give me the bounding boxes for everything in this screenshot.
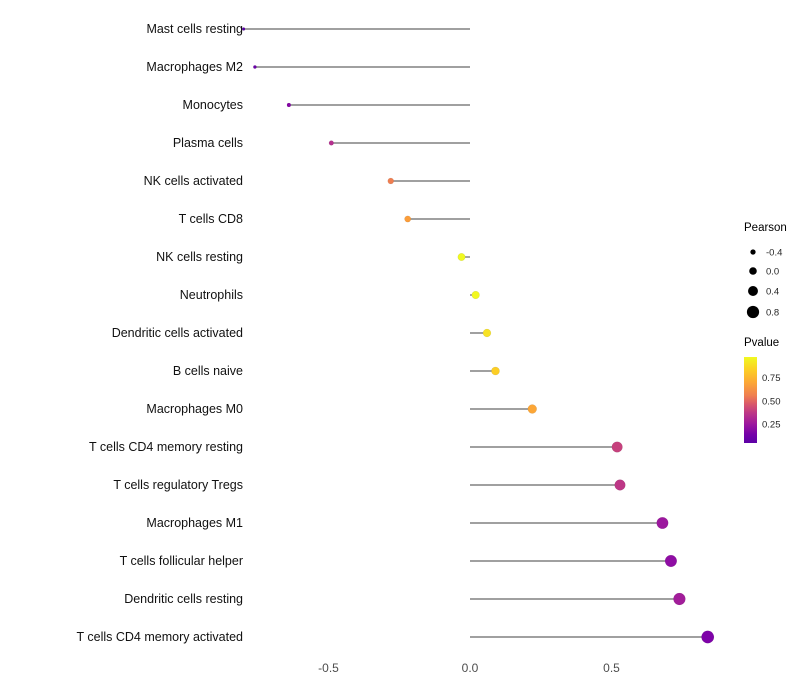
category-label: Macrophages M2 [146,60,243,74]
color-legend-label: 0.75 [762,373,781,384]
lollipop-dot [611,441,623,453]
lollipop-dot [328,140,334,146]
lollipop-dot [656,517,669,529]
color-legend-label: 0.50 [762,396,781,407]
size-legend-title: Pearson [744,222,787,234]
category-label: T cells CD8 [179,212,243,226]
category-label: Monocytes [183,98,243,112]
lollipop-dot [527,404,537,414]
color-legend-label: 0.25 [762,420,781,431]
lollipop-dot [491,366,500,376]
lollipop-dot [457,253,466,261]
lollipop-dot [673,592,686,606]
category-label: T cells CD4 memory resting [89,440,243,454]
lollipop-dot [614,479,626,491]
size-legend-dot [749,267,757,275]
lollipop-dot [286,102,292,108]
size-legend-label: 0.4 [766,287,779,298]
color-legend-title: Pvalue [744,337,779,349]
category-label: Dendritic cells resting [124,592,243,606]
category-label: Dendritic cells activated [112,326,243,340]
size-legend-label: 0.8 [766,308,779,319]
pvalue-colorbar [744,357,757,443]
lollipop-dot [482,328,492,338]
lollipop-dot [253,65,257,69]
category-label: NK cells resting [156,250,243,264]
x-tick-label: 0.0 [462,661,479,675]
category-label: NK cells activated [144,174,243,188]
lollipop-dot [471,290,480,300]
category-label: Neutrophils [180,288,243,302]
x-tick-label: -0.5 [318,661,339,675]
size-legend-label: 0.0 [766,267,779,278]
size-legend-dot [748,286,758,296]
lollipop-dot [701,630,715,644]
category-label: T cells follicular helper [120,554,243,568]
x-tick-label: 0.5 [603,661,620,675]
category-label: Macrophages M0 [146,402,243,416]
size-legend-dot [750,249,756,255]
size-legend-dot [746,305,760,319]
lollipop-dot [387,177,394,185]
category-label: Mast cells resting [146,22,243,36]
category-label: T cells CD4 memory activated [77,630,244,644]
size-legend-label: -0.4 [766,248,782,259]
lollipop-dot [404,215,412,223]
lollipop-dot [241,27,246,31]
category-label: Plasma cells [173,136,243,150]
category-label: B cells naive [173,364,243,378]
lollipop-dot [664,554,677,568]
category-label: Macrophages M1 [146,516,243,530]
category-label: T cells regulatory Tregs [113,478,243,492]
